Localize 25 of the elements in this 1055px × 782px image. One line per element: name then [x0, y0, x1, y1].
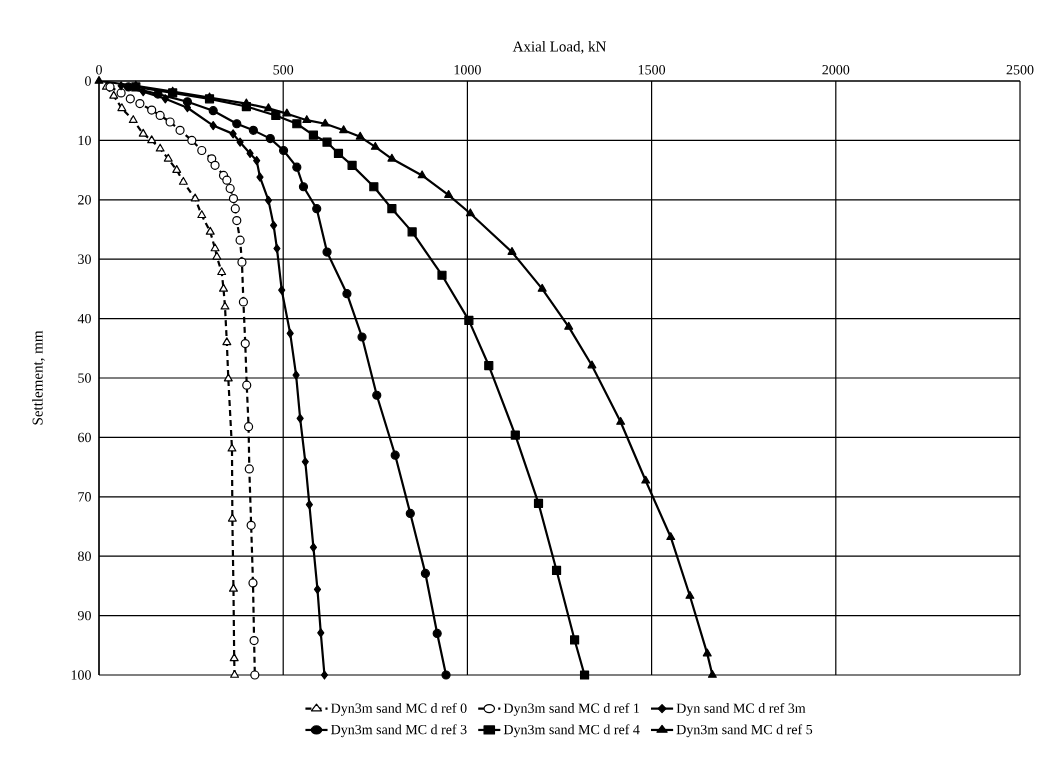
x-tick-label: 0	[96, 65, 102, 75]
y-tick-label: 60	[78, 432, 91, 443]
legend-label: Dyn3m sand MC d ref 0	[331, 702, 467, 716]
y-tick-label: 70	[78, 492, 91, 502]
y-tick-label: 30	[78, 254, 91, 264]
legend-label: Dyn3m sand MC d ref 1	[503, 702, 640, 716]
legend-label: Dyn3m sand MC d ref 5	[676, 724, 813, 738]
x-axis-title: Axial Load, kN	[512, 41, 607, 54]
legend-label: Dyn sand MC d ref 3m	[676, 702, 806, 716]
legend-label: Dyn3m sand MC d ref 3	[331, 724, 467, 738]
y-tick-label: 90	[77, 610, 91, 621]
legend-label: Dyn3m sand MC d ref 4	[503, 724, 640, 738]
y-tick-label: 80	[78, 551, 91, 561]
x-tick-label: 1500	[638, 65, 666, 75]
y-tick-label: 100	[71, 670, 91, 680]
x-tick-label: 2000	[822, 65, 850, 75]
y-tick-label: 20	[78, 195, 91, 205]
x-tick-label: 2500	[1006, 65, 1034, 75]
y-axis-title: Settlement, mm	[32, 330, 45, 425]
x-tick-label: 500	[273, 65, 294, 75]
y-tick-label: 10	[78, 135, 91, 146]
y-tick-label: 50	[78, 373, 91, 383]
y-tick-label: 40	[77, 313, 91, 324]
x-tick-label: 1000	[454, 65, 481, 75]
y-tick-label: 0	[85, 76, 91, 86]
